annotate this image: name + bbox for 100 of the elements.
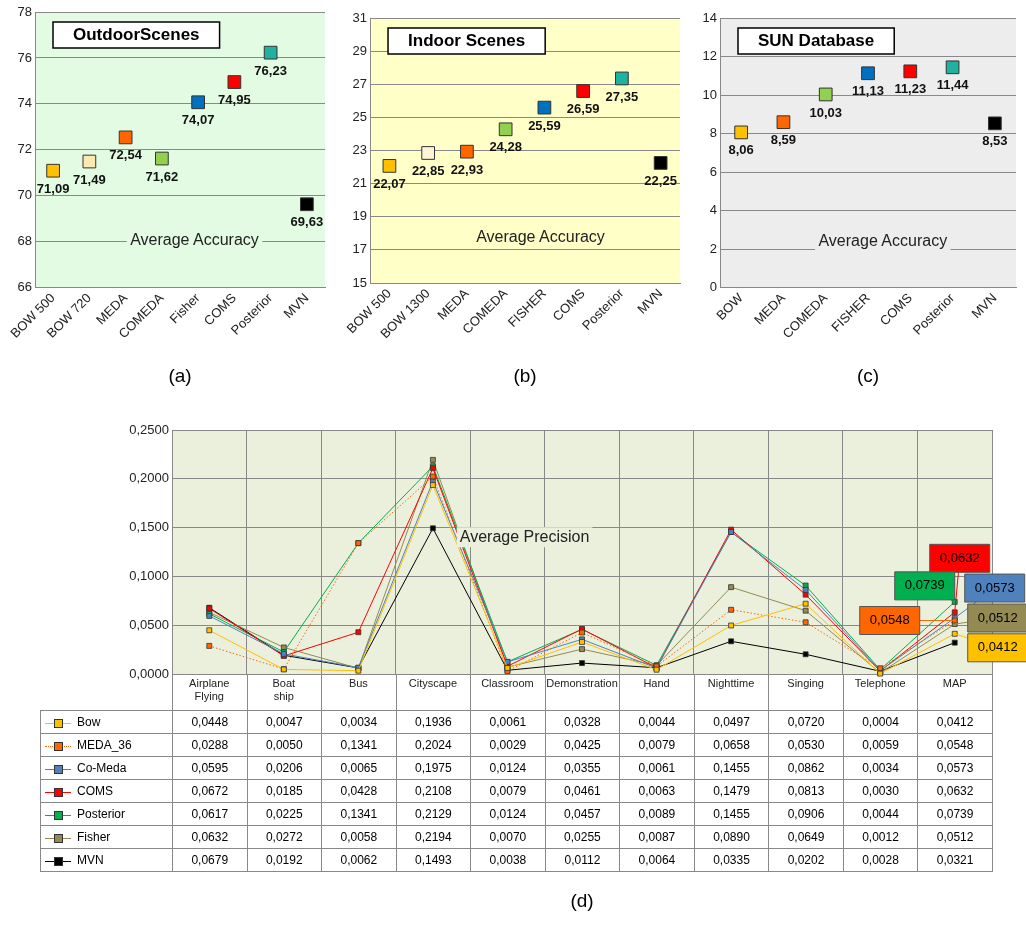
data-label: 0,0335 (694, 848, 769, 872)
x-tick-label: Hand (643, 676, 670, 689)
data-label: 8,06 (728, 142, 754, 158)
x-tick-label: Nighttime (707, 676, 755, 689)
data-label: 0,0573 (917, 756, 993, 780)
text: (d) (569, 890, 595, 912)
annotation: 0,0632 (939, 549, 980, 565)
annotation: Average Precision (459, 527, 590, 545)
y-tick-label: 23 (352, 142, 368, 158)
y-tick-label: 21 (352, 175, 368, 191)
annotation: 0,0573 (974, 579, 1015, 595)
data-label: 0,0112 (545, 848, 620, 872)
y-tick-label: 66 (17, 279, 32, 295)
x-tick-label: Cityscape (408, 676, 458, 689)
data-label: 0,0065 (321, 756, 397, 780)
data-label: 0,1493 (396, 848, 471, 872)
y-tick-label: 12 (702, 48, 717, 64)
data-label: 0,0512 (917, 825, 993, 849)
data-label: 8,59 (770, 132, 797, 148)
data-label: 0,0063 (619, 779, 695, 803)
data-label: 72,54 (109, 147, 143, 163)
y-tick-label: 6 (709, 163, 717, 179)
data-label: 0,2129 (396, 802, 471, 826)
data-label: 22,93 (450, 161, 484, 177)
y-tick-label: 0 (709, 279, 717, 295)
data-label: 0,0906 (768, 802, 844, 826)
data-label: 0,0425 (545, 733, 620, 757)
data-label: 0,1455 (694, 802, 769, 826)
data-label: 69,63 (290, 214, 324, 230)
data-label: 0,1975 (396, 756, 471, 780)
annotation: 0,0548 (869, 612, 910, 628)
data-label: 74,95 (218, 92, 251, 108)
data-label: 0,2108 (396, 779, 471, 803)
y-tick-label: 68 (17, 233, 32, 249)
data-label: 0,1479 (694, 779, 769, 803)
data-label: 0,0649 (768, 825, 844, 849)
data-label: 0,0030 (843, 779, 918, 803)
data-label: 0,1936 (396, 710, 471, 734)
data-label: 0,2024 (396, 733, 471, 757)
data-label: 0,0813 (768, 779, 844, 803)
legend-label: Fisher (40, 825, 173, 849)
data-label: 0,1341 (321, 733, 397, 757)
data-label: 0,0457 (545, 802, 620, 826)
data-label: 0,0079 (470, 779, 546, 803)
data-label: 0,0658 (694, 733, 769, 757)
annotation: Average Accuracy (476, 228, 605, 246)
y-tick-label: 2 (709, 240, 717, 256)
data-label: 0,1341 (321, 802, 397, 826)
y-tick-label: 19 (352, 208, 368, 224)
data-label: 0,0034 (321, 710, 397, 734)
legend-label: Posterior (40, 802, 173, 826)
data-label: 11,13 (852, 83, 884, 99)
y-tick-label: 0,1500 (129, 519, 169, 535)
text: (b) (512, 365, 538, 387)
data-label: 0,0720 (768, 710, 844, 734)
y-tick-label: 10 (702, 86, 717, 102)
data-label: 0,0255 (545, 825, 620, 849)
data-label: 0,0548 (917, 733, 993, 757)
x-tick-label: Singing (787, 676, 824, 689)
data-label: 0,0617 (172, 802, 248, 826)
data-label: 71,09 (36, 180, 70, 196)
data-label: 0,0225 (247, 802, 322, 826)
legend-label: COMS (40, 779, 173, 803)
data-label: 0,0497 (694, 710, 769, 734)
data-label: 0,0461 (545, 779, 620, 803)
text: Indoor Scenes (408, 30, 526, 50)
text: (a) (167, 365, 193, 387)
x-tick-label: Airplane Flying (189, 676, 230, 702)
data-label: 71,62 (145, 168, 179, 184)
data-label: 0,0679 (172, 848, 248, 872)
y-tick-label: 4 (709, 202, 717, 218)
data-label: 0,0428 (321, 779, 397, 803)
y-tick-label: 0,2000 (129, 470, 169, 486)
data-label: 0,0632 (172, 825, 248, 849)
data-label: 76,23 (254, 62, 287, 78)
data-label: 0,0202 (768, 848, 844, 872)
data-label: 0,0412 (917, 710, 993, 734)
data-label: 11,44 (936, 77, 970, 93)
data-label: 0,0061 (619, 756, 695, 780)
data-label: 0,0632 (917, 779, 993, 803)
data-label: 0,0079 (619, 733, 695, 757)
y-tick-label: 27 (352, 75, 368, 91)
annotation: Average Accuracy (818, 232, 948, 250)
data-label: 22,25 (644, 173, 677, 188)
data-label: 24,28 (489, 139, 522, 155)
data-label: 0,0044 (619, 710, 695, 734)
data-label: 26,59 (566, 101, 600, 117)
data-label: 0,1455 (694, 756, 769, 780)
y-tick-label: 0,0000 (129, 665, 169, 681)
data-label: 0,0034 (843, 756, 918, 780)
data-label: 0,0124 (470, 802, 546, 826)
text: OutdoorScenes (72, 24, 200, 44)
legend-label: Bow (40, 710, 173, 734)
data-label: 0,0028 (843, 848, 918, 872)
legend-label: MEDA_36 (40, 733, 173, 757)
annotation: Average Accuracy (130, 231, 259, 249)
data-label: 27,35 (605, 88, 639, 104)
data-label: 11,23 (894, 81, 927, 97)
data-label: 0,0038 (470, 848, 546, 872)
data-label: 0,0890 (694, 825, 769, 849)
